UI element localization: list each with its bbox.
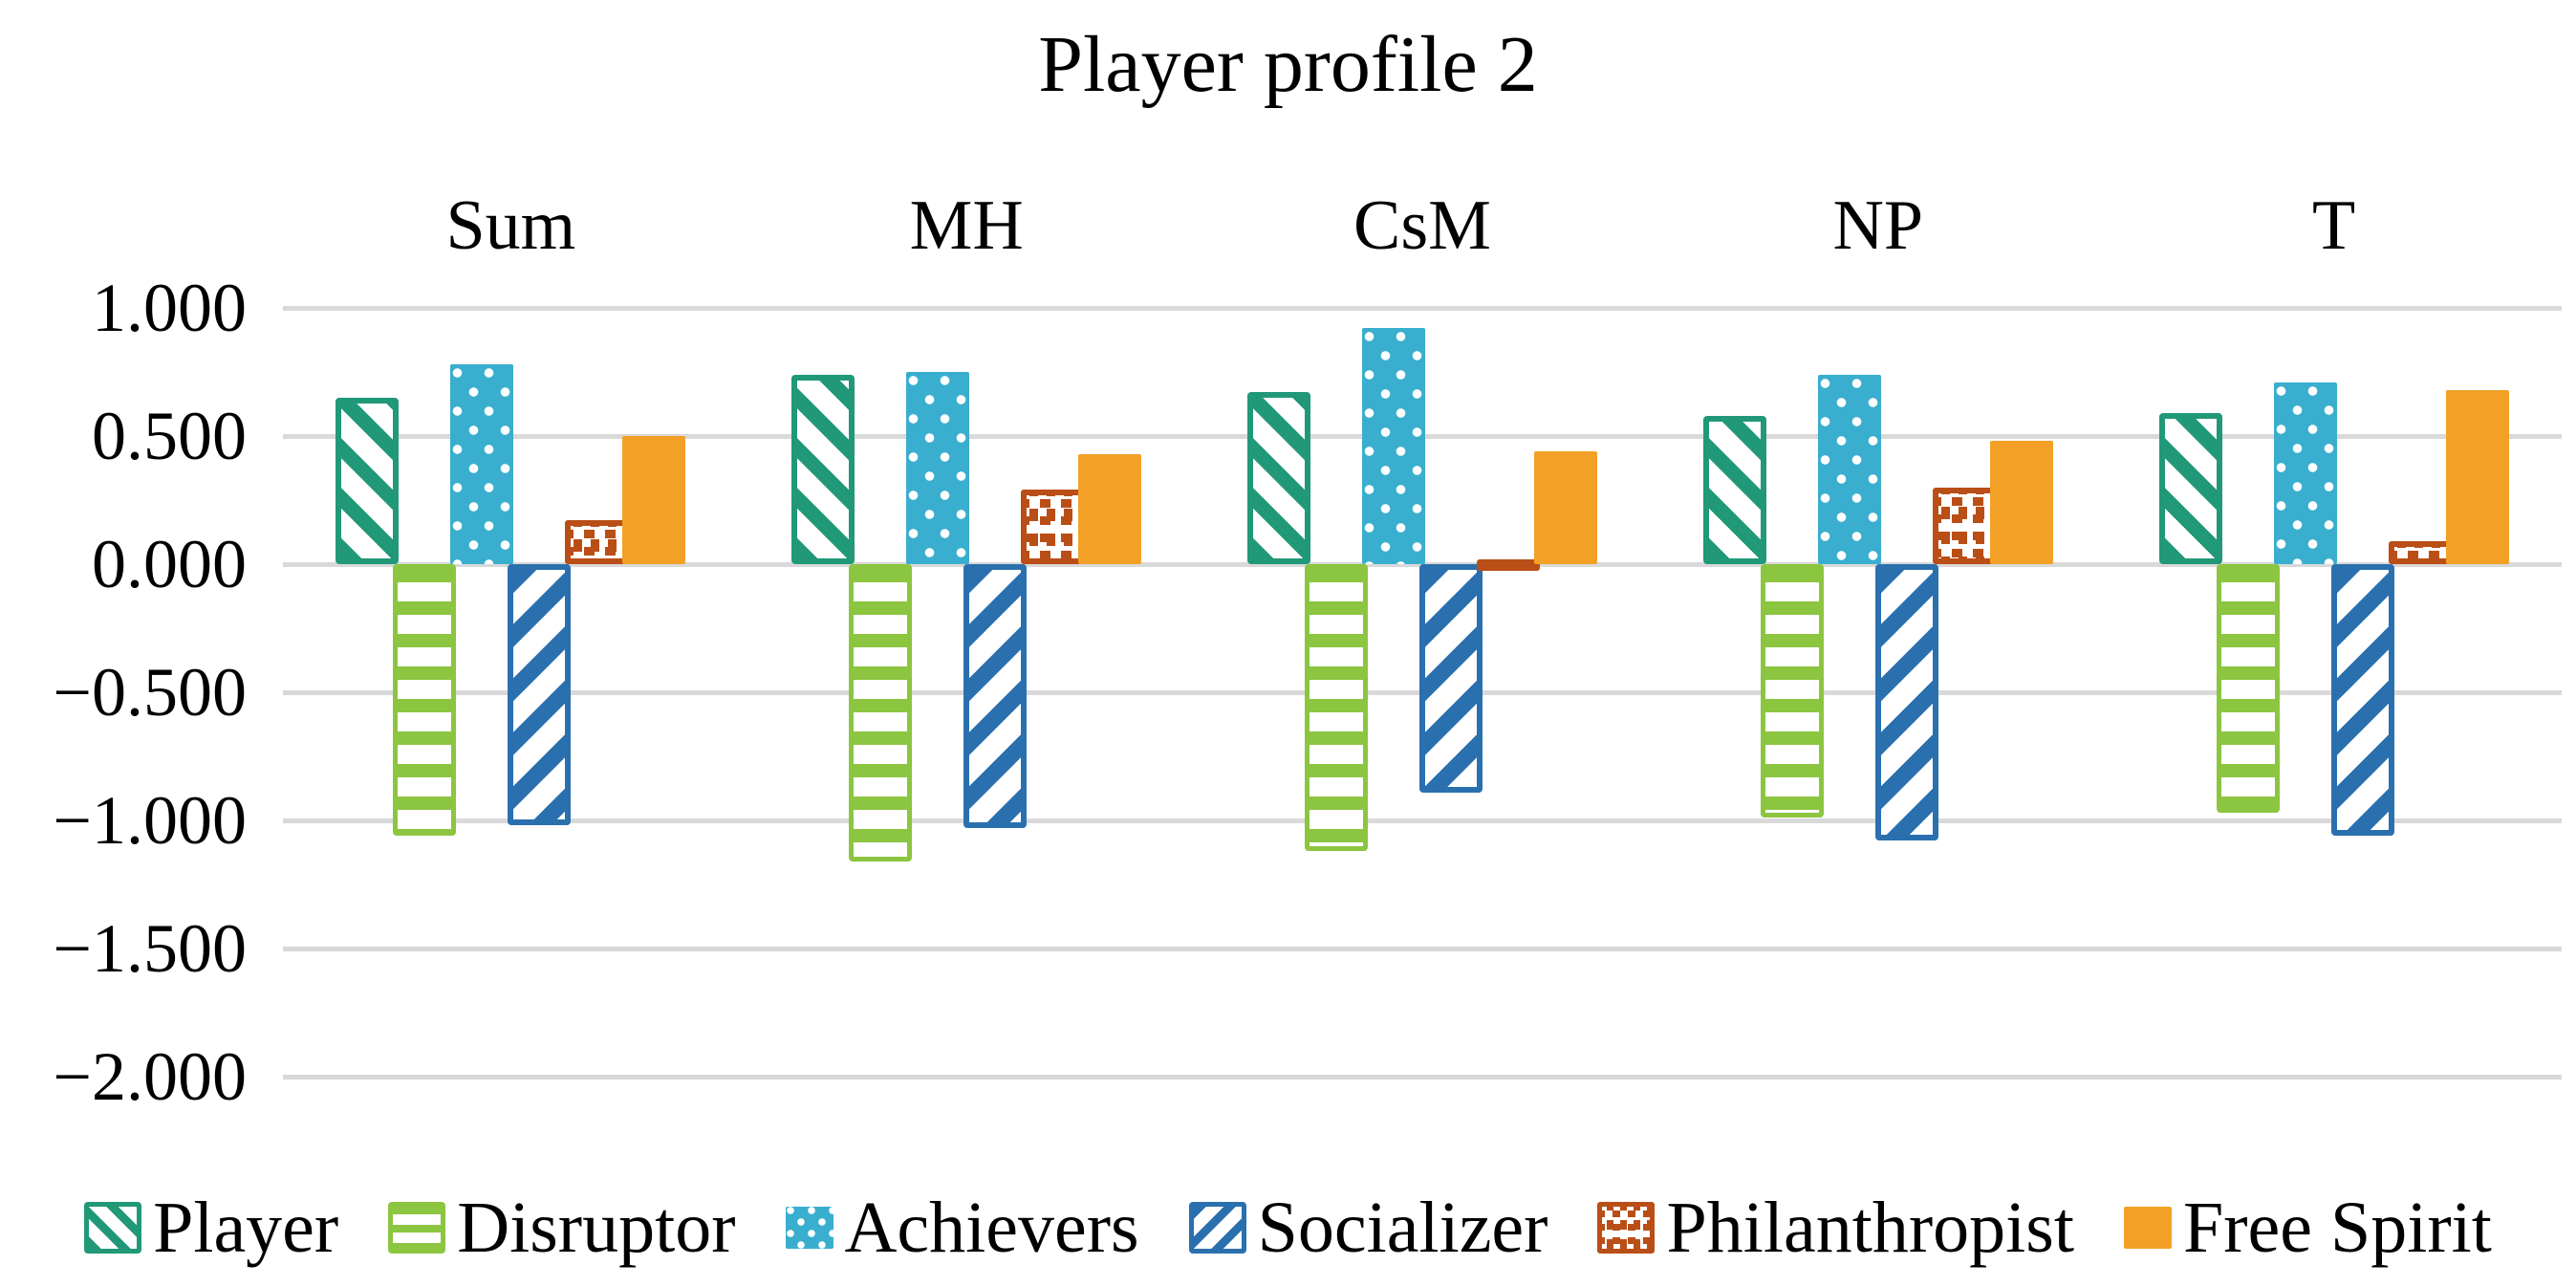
bar-player-t: [2158, 412, 2222, 564]
bar-player-sum: [336, 397, 400, 564]
bar-free-spirit-np: [1989, 441, 2053, 564]
bar-philanthropist-csm: [1477, 558, 1540, 571]
bar-achievers-sum: [450, 363, 514, 564]
bar-disruptor-csm: [1305, 564, 1368, 852]
bar-achievers-mh: [906, 372, 970, 564]
y-axis-tick-label: −0.500: [53, 654, 247, 731]
category-label-sum: Sum: [445, 186, 576, 265]
y-axis-tick-label: 0.500: [92, 398, 247, 474]
legend-label-disruptor: Disruptor: [457, 1188, 736, 1268]
legend-item-philanthropist: Philanthropist: [1597, 1182, 2074, 1274]
bar-disruptor-sum: [393, 564, 457, 837]
legend-swatch-socializer: [1188, 1202, 1246, 1254]
bar-free-spirit-csm: [1534, 451, 1597, 564]
bar-socializer-csm: [1419, 564, 1483, 793]
bar-achievers-np: [1817, 374, 1881, 564]
legend-item-achievers: Achievers: [785, 1182, 1139, 1274]
bar-player-csm: [1247, 392, 1310, 564]
y-axis-tick-labels: 1.000 0.500 0.000 −0.500 −1.000 −1.500 −2.000: [0, 0, 247, 1287]
gridline: [283, 818, 2562, 823]
y-axis-tick-label: 0.000: [92, 526, 247, 602]
legend: Player Disruptor Achievers Socializer Philan…: [0, 1182, 2576, 1274]
legend-label-socializer: Socializer: [1257, 1188, 1548, 1268]
legend-label-philanthropist: Philanthropist: [1666, 1188, 2074, 1268]
bar-achievers-t: [2273, 382, 2337, 564]
gridline: [283, 306, 2562, 311]
bar-achievers-csm: [1362, 328, 1425, 564]
bar-philanthropist-mh: [1021, 490, 1085, 564]
bar-player-np: [1702, 415, 1766, 564]
chart-title: Player profile 2: [1038, 20, 1538, 109]
category-label-csm: CsM: [1353, 186, 1491, 265]
bar-disruptor-np: [1760, 564, 1824, 818]
category-axis-labels: Sum MH CsM NP T: [283, 187, 2562, 264]
legend-item-socializer: Socializer: [1188, 1182, 1548, 1274]
plot-area: [283, 306, 2562, 1080]
bar-philanthropist-t: [2388, 540, 2452, 564]
y-axis-tick-label: 1.000: [92, 270, 247, 346]
bar-disruptor-mh: [849, 564, 913, 862]
legend-label-free-spirit: Free Spirit: [2182, 1188, 2492, 1268]
category-label-t: T: [2311, 186, 2356, 265]
bar-free-spirit-mh: [1078, 453, 1142, 564]
legend-swatch-player: [84, 1202, 142, 1254]
y-axis-tick-label: −1.500: [53, 910, 247, 987]
bar-philanthropist-np: [1932, 487, 1996, 564]
category-label-np: NP: [1832, 186, 1924, 265]
bar-socializer-t: [2330, 564, 2394, 837]
bar-player-mh: [791, 374, 855, 564]
legend-item-player: Player: [84, 1182, 338, 1274]
category-label-mh: MH: [909, 186, 1024, 265]
legend-swatch-free-spirit: [2123, 1207, 2172, 1249]
y-axis-tick-label: −1.000: [53, 782, 247, 859]
bar-socializer-mh: [963, 564, 1028, 829]
gridline: [283, 947, 2562, 951]
bar-socializer-np: [1874, 564, 1938, 841]
bar-free-spirit-t: [2445, 389, 2509, 564]
bar-socializer-sum: [508, 564, 572, 826]
legend-swatch-philanthropist: [1597, 1202, 1656, 1254]
gridline: [283, 1075, 2562, 1080]
bar-free-spirit-sum: [622, 436, 686, 564]
bar-philanthropist-sum: [565, 520, 629, 564]
y-axis-tick-label: −2.000: [53, 1038, 247, 1115]
legend-label-player: Player: [153, 1188, 339, 1268]
legend-label-achievers: Achievers: [844, 1188, 1139, 1268]
legend-item-free-spirit: Free Spirit: [2123, 1182, 2492, 1274]
legend-item-disruptor: Disruptor: [388, 1182, 736, 1274]
bar-disruptor-t: [2216, 564, 2280, 813]
legend-swatch-disruptor: [388, 1202, 446, 1254]
legend-swatch-achievers: [785, 1207, 833, 1249]
